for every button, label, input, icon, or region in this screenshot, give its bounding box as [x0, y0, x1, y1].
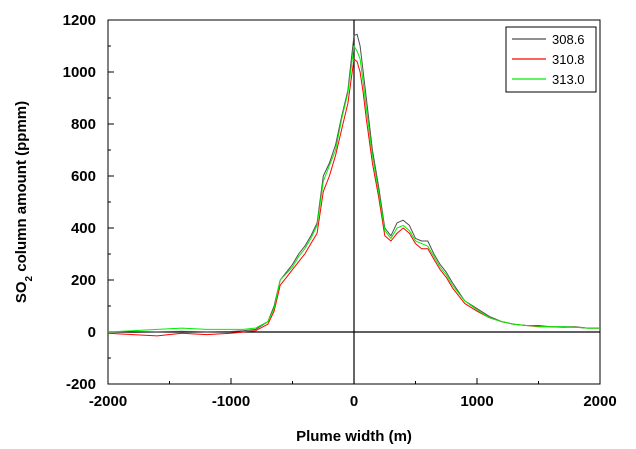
y-tick-label: 1200	[63, 12, 96, 29]
series-line-1	[107, 33, 600, 333]
y-axis-title: SO2 column amount (ppmm)	[13, 101, 35, 303]
legend-items: 308.6 310.8 313.0	[512, 32, 585, 87]
axis-ticks: -2000 -1000 0 1000 2000-20002004006008001000…	[63, 12, 617, 410]
y-tick-label: 200	[71, 272, 96, 289]
x-tick-label: 2000	[583, 393, 616, 410]
x-tick-label: -2000	[89, 393, 127, 410]
series-line-3	[107, 45, 600, 333]
y-tick-label: 0	[88, 324, 96, 341]
legend-label-1: 308.6	[552, 32, 585, 47]
legend-label-3: 313.0	[552, 72, 585, 87]
x-axis-title: Plume width (m)	[296, 428, 412, 445]
x-tick-label: -1000	[212, 393, 250, 410]
x-tick-label: 1000	[460, 393, 493, 410]
series-layer	[107, 33, 600, 337]
reference-lines	[108, 20, 600, 384]
y-axis-title-main: SO	[13, 281, 30, 303]
y-axis-title-subscript: 2	[24, 275, 35, 281]
y-tick-label: 1000	[63, 64, 96, 81]
legend: 308.6 310.8 313.0	[505, 26, 597, 93]
y-tick-label: 400	[71, 220, 96, 237]
x-tick-label: 0	[350, 393, 358, 410]
y-tick-label: 600	[71, 168, 96, 185]
y-tick-label: 800	[71, 116, 96, 133]
y-tick-label: -200	[66, 376, 96, 393]
y-axis-title-rest: column amount (ppmm)	[13, 101, 30, 276]
legend-label-2: 310.8	[552, 52, 585, 67]
